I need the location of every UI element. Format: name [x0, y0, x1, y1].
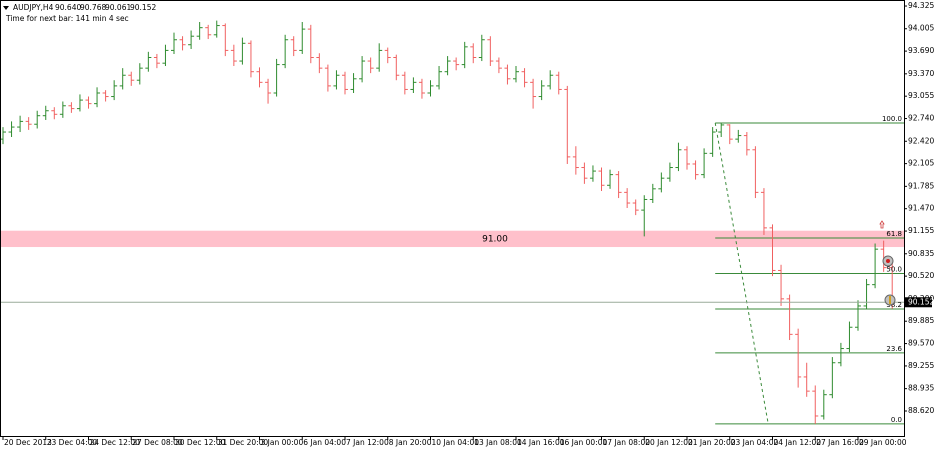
header-low: 90.061	[105, 3, 131, 12]
zone-label: 91.00	[482, 234, 508, 244]
collapse-icon[interactable]	[3, 6, 9, 10]
fib-level-label: 100.0	[882, 115, 902, 123]
x-tick-label: 23 Dec 04:00	[47, 438, 98, 447]
x-tick-label: 7 Jan 12:00	[346, 438, 389, 447]
x-tick-label: 14 Jan 16:00	[517, 438, 565, 447]
y-tick-label: 90.520	[908, 271, 934, 280]
y-tick-label: 93.690	[908, 46, 934, 55]
y-tick-label: 93.370	[908, 69, 934, 78]
x-tick-label: 24 Dec 12:00	[90, 438, 141, 447]
x-tick-label: 6 Jan 04:00	[303, 438, 346, 447]
y-tick-label: 94.005	[908, 24, 934, 33]
signal-arrow	[879, 220, 885, 229]
x-tick-label: 3 Jan 00:00	[261, 438, 304, 447]
plot-area	[0, 20, 904, 425]
current-price-label: 90.152	[908, 297, 934, 306]
y-tick-label: 92.740	[908, 114, 934, 123]
x-tick-label: 10 Jan 04:00	[432, 438, 480, 447]
y-tick-label: 94.325	[908, 1, 934, 10]
signal-icon-dot	[886, 259, 890, 263]
x-tick-label: 24 Jan 12:00	[774, 438, 822, 447]
x-tick-label: 27 Jan 16:00	[816, 438, 864, 447]
y-tick-label: 93.055	[908, 91, 934, 100]
header-close: 90.152	[130, 3, 156, 12]
y-tick-label: 91.155	[908, 226, 934, 235]
y-tick-label: 91.785	[908, 181, 934, 190]
x-tick-label: 16 Jan 00:00	[560, 438, 608, 447]
y-tick-label: 91.470	[908, 204, 934, 213]
y-tick-label: 89.885	[908, 316, 934, 325]
x-tick-label: 8 Jan 20:00	[389, 438, 432, 447]
x-tick-label: 30 Dec 12:00	[175, 438, 226, 447]
price-zone	[1, 230, 904, 248]
y-tick-label: 90.835	[908, 249, 934, 258]
x-tick-label: 29 Jan 00:00	[859, 438, 907, 447]
y-tick-label: 88.935	[908, 384, 934, 393]
header-high: 90.768	[80, 3, 106, 12]
fib-level-label: 0.0	[891, 416, 902, 424]
fib-level-label: 61.8	[886, 230, 902, 238]
x-tick-label: 21 Jan 20:00	[688, 438, 736, 447]
fib-level-label: 50.0	[886, 265, 902, 273]
x-tick-label: 27 Dec 08:00	[132, 438, 183, 447]
x-tick-label: 20 Jan 12:00	[645, 438, 693, 447]
fib-level-label: 23.6	[886, 345, 902, 353]
plot-frame	[0, 0, 905, 437]
fib-level-label: 38.2	[886, 301, 902, 309]
header-symbol: AUDJPY,H4	[13, 3, 54, 12]
x-tick-label: 31 Dec 20:00	[218, 438, 269, 447]
header-open: 90.640	[55, 3, 81, 12]
current-price-box	[905, 297, 932, 308]
y-tick-label: 92.105	[908, 159, 934, 168]
y-tick-label: 92.420	[908, 136, 934, 145]
y-tick-label: 88.620	[908, 406, 934, 415]
x-tick-label: 20 Dec 2013	[4, 438, 52, 447]
y-tick-label: 89.570	[908, 339, 934, 348]
bar-timer: Time for next bar: 141 min 4 sec	[5, 14, 129, 23]
x-tick-label: 23 Jan 04:00	[731, 438, 779, 447]
signal-icon-bar	[889, 296, 891, 304]
y-tick-label: 89.255	[908, 361, 934, 370]
x-tick-label: 17 Jan 08:00	[603, 438, 651, 447]
x-tick-label: 13 Jan 08:00	[474, 438, 522, 447]
